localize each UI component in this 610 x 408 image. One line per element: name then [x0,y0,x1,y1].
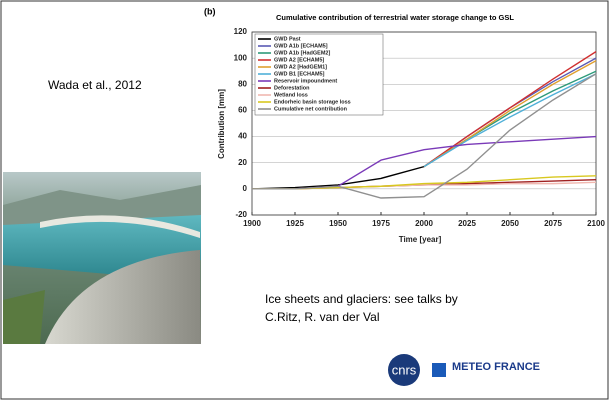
panel-label: (b) [204,6,216,16]
y-tick-label: 20 [238,158,247,167]
legend-label: GWD A2 [HadGEM1] [274,64,327,70]
series-line [252,73,597,199]
x-tick-label: 2050 [501,219,519,228]
series-line [251,165,425,190]
series-line [423,70,597,168]
legend-label: GWD A2 [ECHAM5] [274,57,324,63]
y-tick-label: 80 [238,79,247,88]
legend-label: GWD Past [274,36,301,42]
legend-label: GWD A1b [ECHAM5] [274,43,328,49]
x-tick-label: 1900 [243,219,261,228]
x-tick-label: 1950 [329,219,347,228]
x-tick-label: 2100 [587,219,605,228]
y-tick-label: 60 [238,106,247,115]
citation: Wada et al., 2012 [48,78,142,92]
legend-label: Reservoir impoundment [274,78,337,84]
legend-label: Deforestation [274,85,310,91]
logo-cnrs: cnrs [392,362,417,377]
y-tick-label: 40 [238,132,247,141]
note-line: Ice sheets and glaciers: see talks by [265,292,458,306]
legend-box [254,33,384,116]
legend-label: GWD A1b [HadGEM2] [274,50,330,56]
plot-frame [251,31,597,216]
x-tick-label: 2000 [415,219,433,228]
y-tick-label: 100 [234,53,248,62]
note-line: C.Ritz, R. van der Val [265,310,379,324]
y-tick-label: 0 [243,184,248,193]
x-tick-label: 2025 [458,219,476,228]
x-axis-label: Time [year] [399,235,442,244]
logo-meteo: METEO FRANCE [452,361,540,373]
legend-label: GWD B1 [ECHAM5] [274,71,325,77]
x-tick-label: 2075 [544,219,562,228]
legend-label: Cumulative net contribution [274,106,348,112]
y-tick-label: -20 [235,210,247,219]
x-tick-label: 1975 [372,219,390,228]
logos: cnrs METEO FRANCE [388,354,540,386]
series-line [423,60,597,168]
x-tick-label: 1925 [286,219,304,228]
y-tick-label: 120 [234,27,248,36]
slide-frame [0,0,609,400]
series-line [423,73,597,168]
legend-label: Wetland loss [274,92,308,98]
dam-photo [3,172,201,344]
chart-title: Cumulative contribution of terrestrial w… [276,13,514,22]
legend-label: Endorheic basin storage loss [274,99,351,105]
y-axis-label: Contribution [mm] [217,89,226,159]
